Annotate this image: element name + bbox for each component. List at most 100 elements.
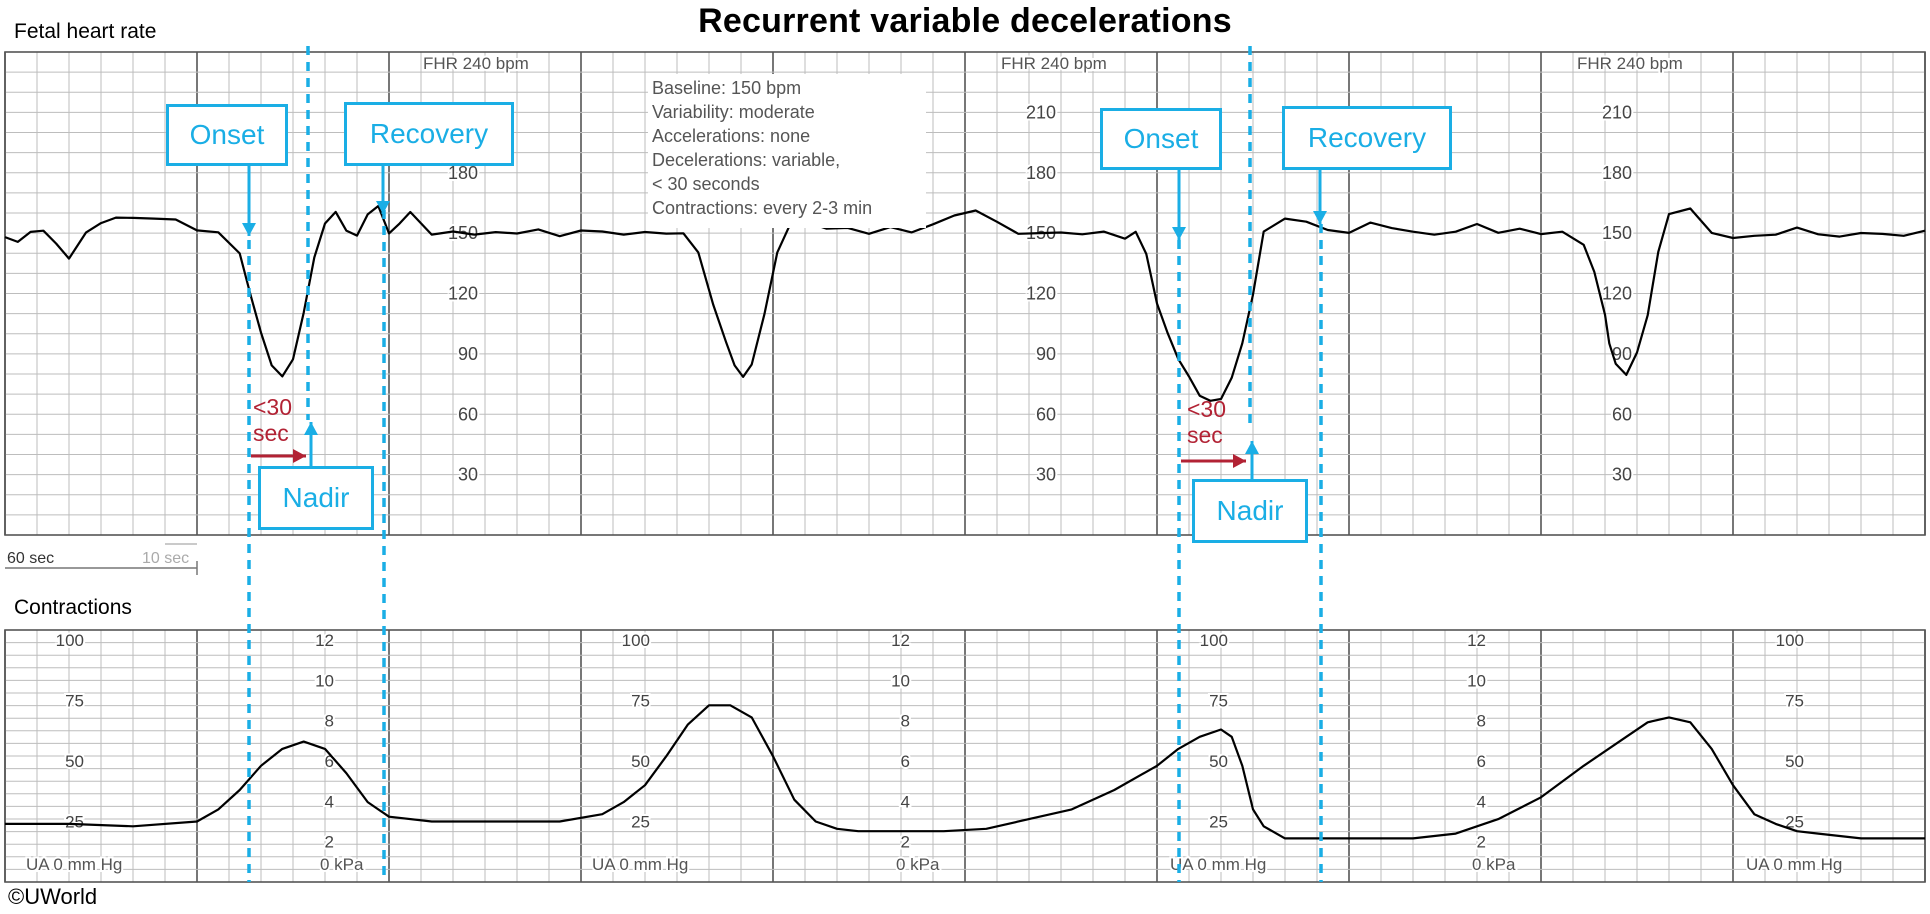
recovery-arrow-head (1313, 211, 1327, 224)
fhr-tick-label: 210 (1026, 102, 1056, 122)
info-line: Accelerations: none (652, 126, 811, 146)
interpretation-summary: Baseline: 150 bpm Variability: moderate … (648, 74, 926, 228)
recovery-callout-2: Recovery (1282, 106, 1452, 170)
uc-mmhg-tick-label: 75 (1785, 692, 1804, 711)
time-scale-minor-label: 10 sec (142, 550, 189, 567)
fhr-tick-label: 30 (458, 465, 478, 485)
info-line: Decelerations: variable, (652, 150, 841, 170)
info-line: < 30 seconds (652, 174, 760, 194)
uc-mmhg-tick-label: 50 (65, 752, 84, 771)
uc-kpa-tick-label: 10 (315, 671, 334, 690)
uc-mmhg-tick-label: 100 (56, 631, 84, 650)
uc-kpa-tick-label: 6 (901, 752, 910, 771)
uc-kpa-tick-label: 4 (325, 792, 334, 811)
fhr-tick-label: 120 (448, 284, 478, 304)
uc-kpa-tick-label: 12 (1467, 631, 1486, 650)
uc-kpa-tick-label: 10 (1467, 671, 1486, 690)
fhr-tick-label: 90 (458, 344, 478, 364)
uc-kpa-tick-label: 8 (1477, 712, 1486, 731)
uc-unit-label: 0 kPa (896, 855, 940, 874)
uc-kpa-tick-label: 8 (325, 712, 334, 731)
duration-note-line: sec (253, 420, 289, 446)
fhr-tick-label: 210 (1602, 102, 1632, 122)
uc-mmhg-tick-label: 25 (1209, 813, 1228, 832)
fhr-tick-label: 30 (1612, 465, 1632, 485)
uc-mmhg-tick-label: 75 (1209, 692, 1228, 711)
duration-arrow-head (293, 449, 306, 463)
onset-arrow-head (242, 223, 256, 236)
uc-kpa-tick-label: 8 (901, 712, 910, 731)
uc-kpa-tick-label: 2 (901, 833, 910, 852)
uc-kpa-tick-label: 6 (1477, 752, 1486, 771)
panel-frame (4, 51, 1926, 536)
nadir-arrow-head (1245, 441, 1259, 454)
uc-kpa-tick-label: 6 (325, 752, 334, 771)
fhr-scale-label: FHR 240 bpm (1001, 54, 1107, 73)
fhr-tick-label: 120 (1602, 284, 1632, 304)
duration-note-line: sec (1187, 422, 1223, 448)
fhr-tick-label: 120 (1026, 284, 1056, 304)
uc-mmhg-tick-label: 50 (1785, 752, 1804, 771)
duration-note-line: <30 (1187, 396, 1227, 422)
uc-kpa-tick-label: 4 (1477, 792, 1486, 811)
uc-mmhg-tick-label: 100 (1776, 631, 1804, 650)
uc-kpa-tick-label: 2 (325, 833, 334, 852)
duration-note-1: <30 sec (253, 394, 292, 446)
onset-callout-2: Onset (1100, 108, 1222, 170)
uc-unit-label: UA 0 mm Hg (26, 855, 122, 874)
fhr-scale-label: FHR 240 bpm (423, 54, 529, 73)
uc-unit-label: 0 kPa (1472, 855, 1516, 874)
nadir-callout-1: Nadir (258, 466, 374, 530)
uc-unit-label: UA 0 mm Hg (1170, 855, 1266, 874)
uc-trace (5, 704, 1925, 840)
fhr-tick-label: 60 (1612, 404, 1632, 424)
time-scale-major-label: 60 sec (7, 550, 54, 567)
recovery-arrow-head (376, 201, 390, 214)
fhr-tick-label: 150 (1602, 223, 1632, 243)
onset-callout-1: Onset (166, 104, 288, 166)
fhr-tick-label: 90 (1036, 344, 1056, 364)
fhr-tick-label: 180 (1602, 163, 1632, 183)
contractions-panel-label: Contractions (14, 596, 132, 619)
uc-kpa-tick-label: 12 (891, 631, 910, 650)
onset-arrow-head (1172, 227, 1186, 240)
duration-arrow-head (1233, 454, 1246, 468)
uc-kpa-tick-label: 2 (1477, 833, 1486, 852)
uc-mmhg-tick-label: 75 (65, 692, 84, 711)
nadir-arrow-head (304, 422, 318, 435)
chart-title: Recurrent variable decelerations (698, 2, 1232, 40)
fhr-panel-label: Fetal heart rate (14, 20, 157, 43)
uc-unit-label: UA 0 mm Hg (592, 855, 688, 874)
duration-note-2: <30 sec (1187, 396, 1226, 448)
fhr-tick-label: 180 (1026, 163, 1056, 183)
uc-mmhg-tick-label: 50 (631, 752, 650, 771)
info-line: Baseline: 150 bpm (652, 78, 802, 98)
uc-kpa-tick-label: 4 (901, 792, 910, 811)
info-line: Variability: moderate (652, 102, 815, 122)
uc-grid (4, 629, 1926, 883)
uc-unit-label: UA 0 mm Hg (1746, 855, 1842, 874)
uc-mmhg-tick-label: 100 (622, 631, 650, 650)
uc-kpa-tick-label: 12 (315, 631, 334, 650)
uc-mmhg-tick-label: 25 (65, 813, 84, 832)
uc-mmhg-tick-label: 50 (1209, 752, 1228, 771)
info-line: Contractions: every 2-3 min (652, 198, 873, 218)
uc-unit-label: 0 kPa (320, 855, 364, 874)
fhr-scale-label: FHR 240 bpm (1577, 54, 1683, 73)
recovery-callout-1: Recovery (344, 102, 514, 166)
uc-mmhg-tick-label: 100 (1200, 631, 1228, 650)
fhr-tick-label: 30 (1036, 465, 1056, 485)
duration-note-line: <30 (253, 394, 293, 420)
uc-mmhg-tick-label: 25 (631, 813, 650, 832)
panel-frame (4, 629, 1926, 883)
fhr-tick-label: 90 (1612, 344, 1632, 364)
copyright-text: ©UWorld (8, 884, 98, 909)
fhr-tick-label: 60 (458, 404, 478, 424)
uc-mmhg-tick-label: 75 (631, 692, 650, 711)
nadir-callout-2: Nadir (1192, 479, 1308, 543)
fhr-trace (4, 204, 1926, 402)
fhr-tick-label: 60 (1036, 404, 1056, 424)
uc-kpa-tick-label: 10 (891, 671, 910, 690)
